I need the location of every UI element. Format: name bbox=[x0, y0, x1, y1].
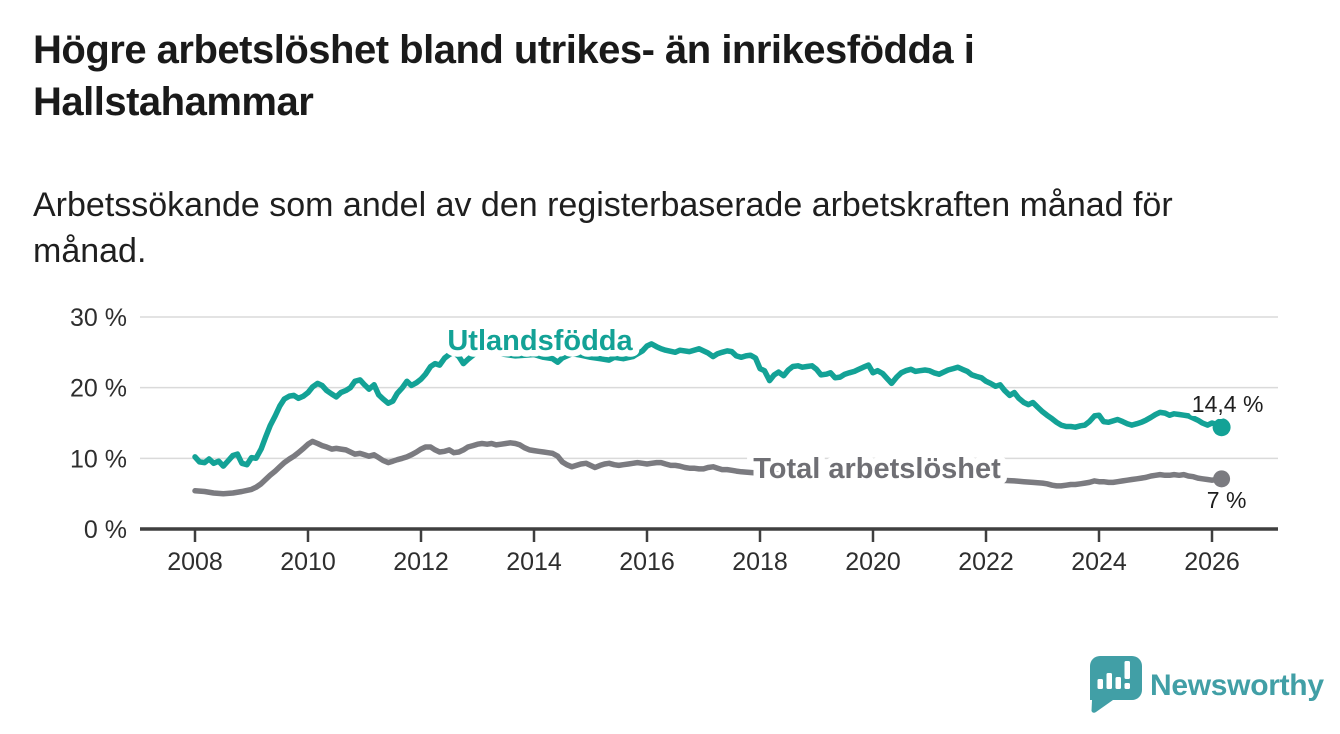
x-tick-label: 2010 bbox=[280, 548, 336, 576]
x-axis bbox=[140, 527, 1278, 542]
x-tick-label: 2022 bbox=[958, 548, 1014, 576]
newsworthy-logo: Newsworthy bbox=[1090, 656, 1325, 713]
bar-1 bbox=[1097, 679, 1103, 689]
gridlines bbox=[140, 316, 1278, 460]
end-value-label-utlandsfodda: 14,4 % bbox=[1192, 391, 1264, 417]
bar-3 bbox=[1115, 677, 1121, 689]
x-tick-label: 2012 bbox=[393, 548, 449, 576]
x-tick-label: 2008 bbox=[167, 548, 223, 576]
exclamation-dot bbox=[1124, 683, 1130, 689]
x-tick-label: 2020 bbox=[845, 548, 901, 576]
x-tick-label: 2024 bbox=[1071, 548, 1127, 576]
chart-labels: 0 % 10 % 20 % 30 % 2008 2010 2012 2014 2016 2018 2… bbox=[70, 304, 1267, 576]
x-tick-label: 2026 bbox=[1184, 548, 1240, 576]
y-tick-label: 20 % bbox=[70, 375, 127, 403]
y-tick-label: 10 % bbox=[70, 445, 127, 473]
page-title: Högre arbetslöshet bland utrikes- än inr… bbox=[33, 28, 975, 124]
speech-bubble-bar-chart-icon bbox=[1090, 656, 1142, 713]
bar-2 bbox=[1106, 673, 1112, 689]
x-tick-label: 2018 bbox=[732, 548, 788, 576]
x-tick-label: 2014 bbox=[506, 548, 562, 576]
end-dot-utlandsfodda bbox=[1212, 418, 1231, 437]
end-value-label-total-arbetsloshet: 7 % bbox=[1207, 487, 1247, 513]
brand-wordmark: Newsworthy bbox=[1150, 669, 1324, 702]
page-subtitle: Arbetssökande som andel av den registerb… bbox=[33, 186, 1173, 270]
y-tick-label: 30 % bbox=[70, 304, 127, 332]
series-label-utlandsfodda: Utlandsfödda bbox=[447, 325, 633, 357]
series-label-total-arbetsloshet: Total arbetslöshet bbox=[753, 453, 1001, 485]
x-tick-label: 2016 bbox=[619, 548, 675, 576]
end-dot-total-arbetsloshet bbox=[1213, 470, 1231, 488]
chart-series bbox=[192, 341, 1231, 497]
series-line-total-arbetsloshet bbox=[192, 438, 1225, 497]
exclamation-bar bbox=[1124, 661, 1130, 679]
series-line-utlandsfodda bbox=[192, 341, 1225, 469]
y-tick-label: 0 % bbox=[84, 516, 127, 544]
